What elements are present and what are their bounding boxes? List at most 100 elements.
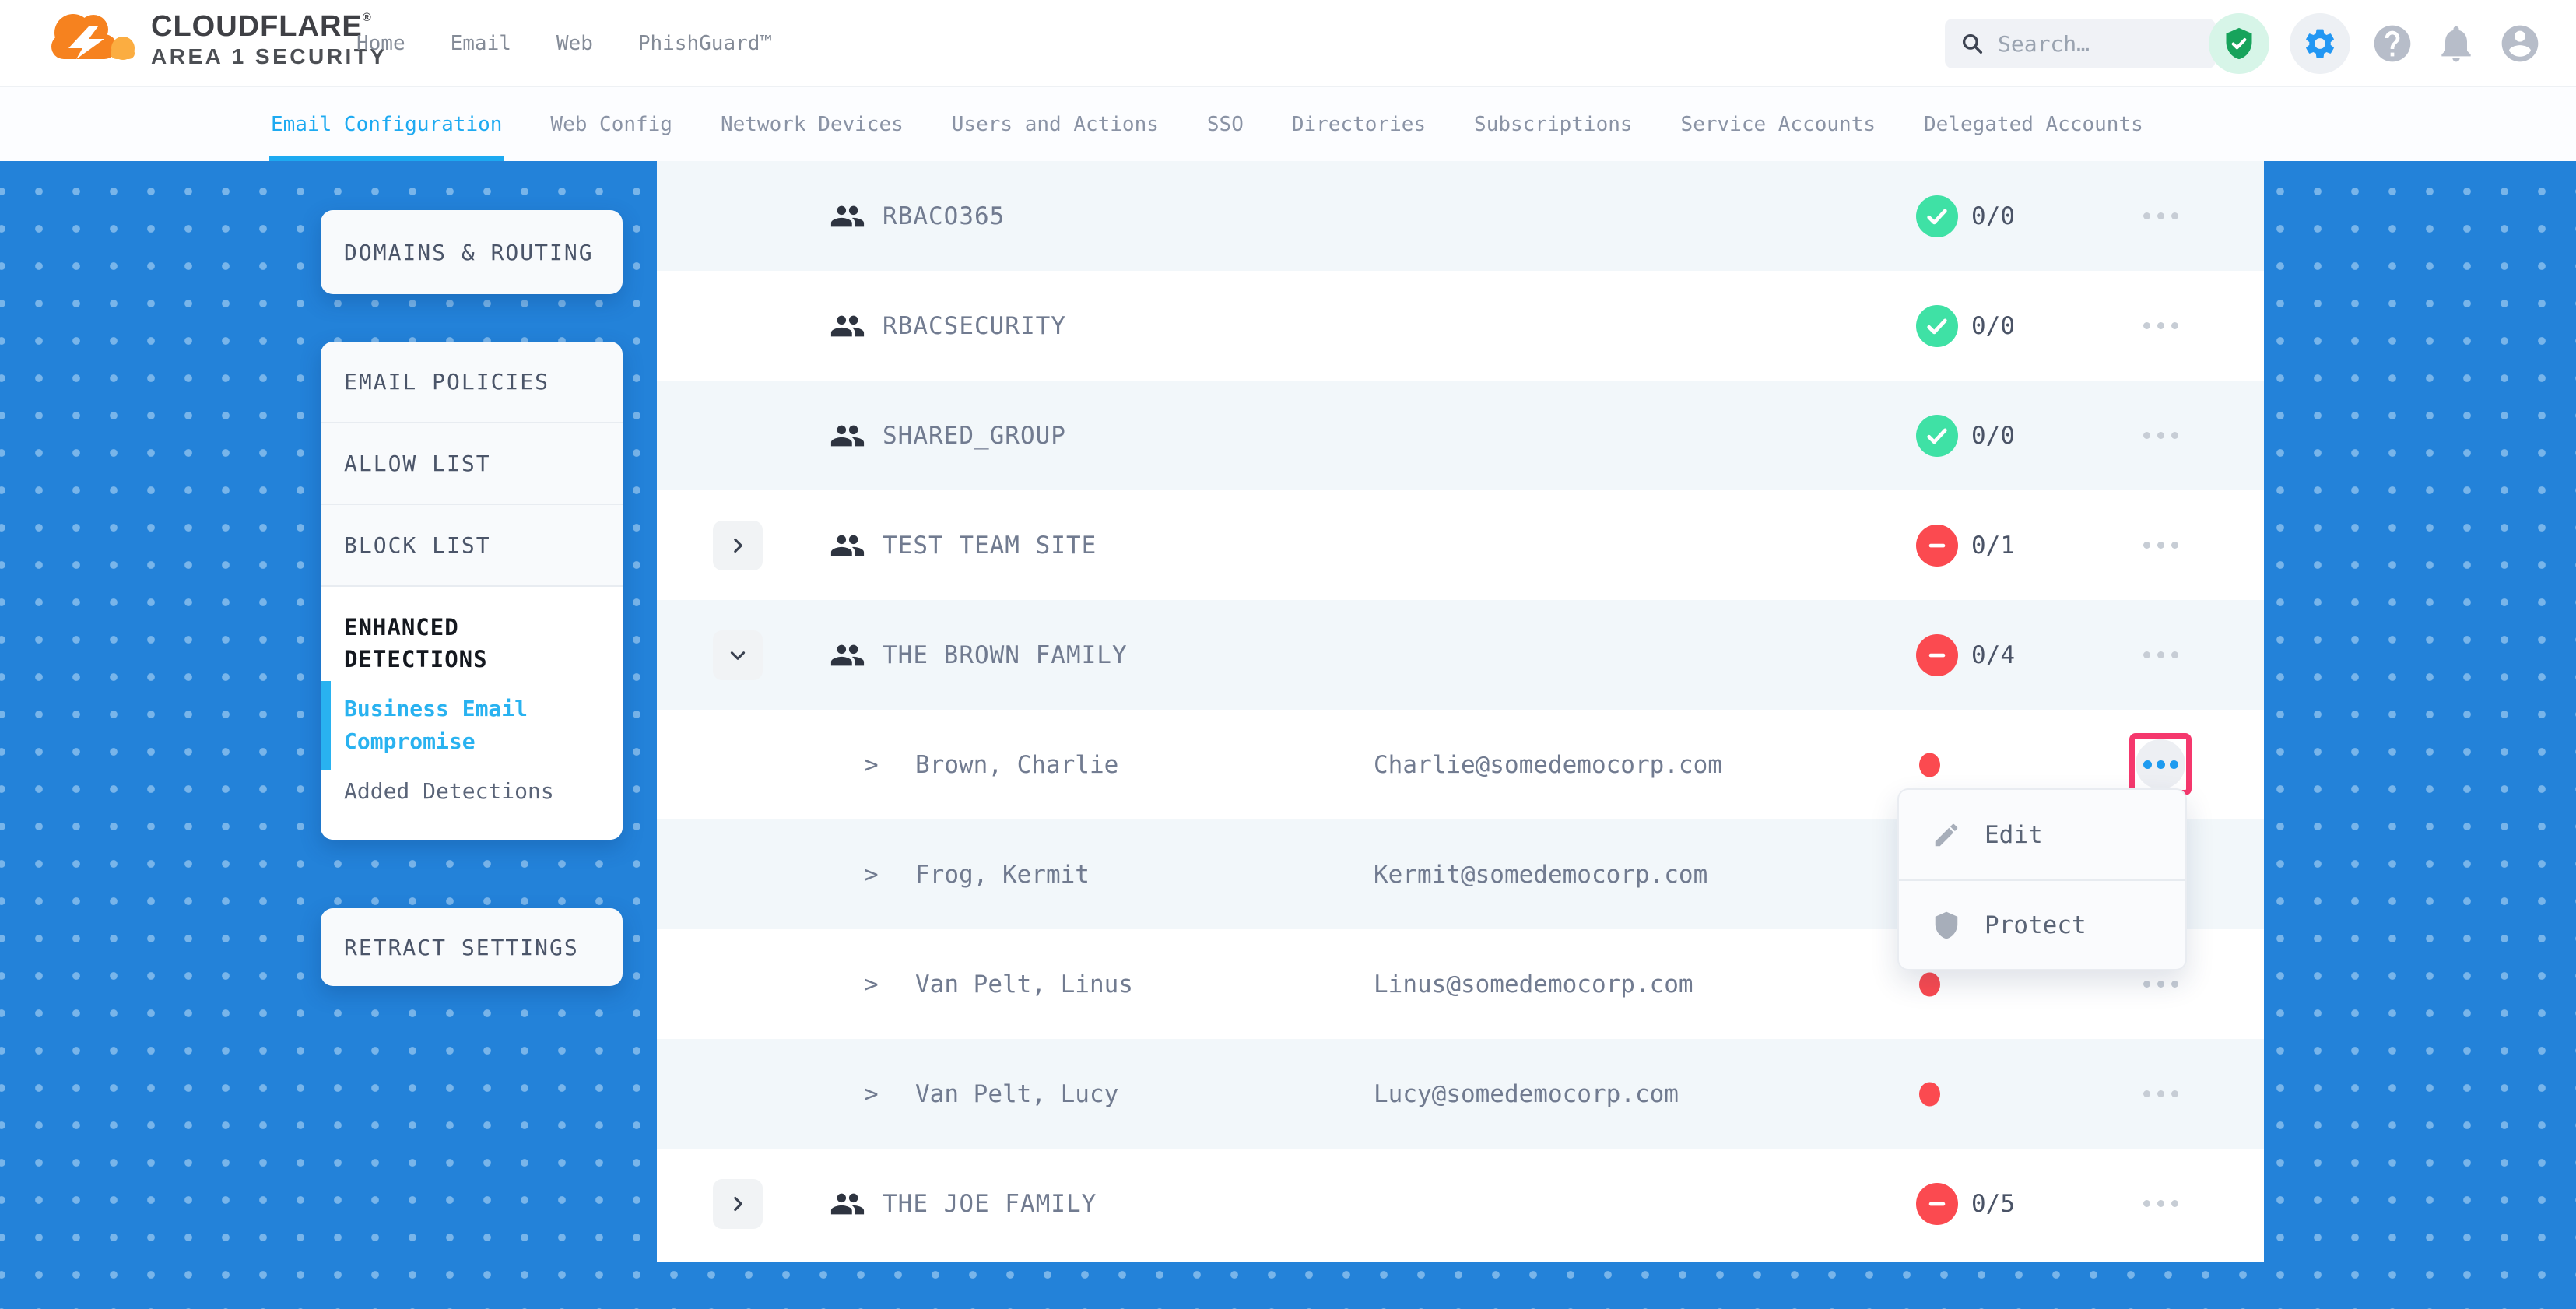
sidebar-item-block-list[interactable]: BLOCK LIST <box>321 505 623 587</box>
tab-directories[interactable]: Directories <box>1291 112 1427 136</box>
tab-sso[interactable]: SSO <box>1206 112 1244 136</box>
sidebar-link-added-detections[interactable]: Added Detections <box>344 778 554 805</box>
collapse-group-button[interactable] <box>713 630 763 680</box>
row-actions-button[interactable] <box>2132 188 2188 244</box>
member-name: Brown, Charlie <box>915 750 1119 779</box>
ellipsis-dot <box>2157 322 2164 329</box>
member-name: Van Pelt, Lucy <box>915 1079 1119 1108</box>
tab-users-and-actions[interactable]: Users and Actions <box>951 112 1159 136</box>
ellipsis-dot <box>2143 651 2150 658</box>
notifications-bell-icon[interactable] <box>2434 22 2478 65</box>
member-email: Lucy@somedemocorp.com <box>1374 1079 1679 1108</box>
group-name: SHARED_GROUP <box>883 421 1066 450</box>
tab-network-devices[interactable]: Network Devices <box>720 112 904 136</box>
row-actions-button[interactable] <box>2132 518 2188 574</box>
ellipsis-dot <box>2157 1200 2164 1207</box>
sidebar-item-enhanced-detections[interactable]: ENHANCED DETECTIONS <box>344 614 488 672</box>
ellipsis-dot <box>2143 1090 2150 1097</box>
sidebar-policies-card: EMAIL POLICIES ALLOW LIST BLOCK LIST ENHANC… <box>321 342 623 840</box>
group-icon <box>830 1186 865 1222</box>
ellipsis-dot <box>2171 981 2178 988</box>
group-icon <box>830 528 865 563</box>
protected-count: 0/0 <box>1971 311 2015 340</box>
top-nav-phishguard[interactable]: PhishGuard™ <box>637 32 773 55</box>
sidebar-item-retract-settings[interactable]: RETRACT SETTINGS <box>321 908 623 986</box>
row-actions-button[interactable] <box>2132 1066 2188 1122</box>
ellipsis-dot <box>2157 212 2164 219</box>
group-icon <box>830 198 865 234</box>
sidebar-link-business-email-compromise[interactable]: Business Email Compromise <box>321 681 623 770</box>
protected-count: 0/5 <box>1971 1189 2015 1218</box>
member-name: Van Pelt, Linus <box>915 970 1133 998</box>
row-actions-button[interactable] <box>2132 627 2188 683</box>
tab-delegated-accounts[interactable]: Delegated Accounts <box>1924 112 2143 136</box>
sidebar-item-email-policies[interactable]: EMAIL POLICIES <box>321 342 623 423</box>
ellipsis-dot <box>2171 322 2178 329</box>
ellipsis-dot <box>2143 760 2152 769</box>
ellipsis-dot <box>2143 212 2150 219</box>
user-avatar-icon[interactable] <box>2498 22 2542 65</box>
status-blocked-dot <box>1919 1082 1940 1106</box>
row-actions-button[interactable] <box>2132 956 2188 1012</box>
top-nav: Home Email Web PhishGuard™ <box>356 0 772 87</box>
row-actions-button-active[interactable] <box>2136 739 2185 789</box>
ellipsis-dot <box>2143 322 2150 329</box>
ellipsis-dot <box>2157 981 2164 988</box>
ellipsis-dot <box>2171 212 2178 219</box>
tab-email-configuration[interactable]: Email Configuration <box>268 87 504 161</box>
top-nav-home[interactable]: Home <box>356 32 405 55</box>
group-name: TEST TEAM SITE <box>883 531 1097 560</box>
ellipsis-dot <box>2156 760 2165 769</box>
menu-item-protect[interactable]: Protect <box>1899 879 2185 969</box>
status-ok-badge <box>1916 304 1958 347</box>
group-name: RBACO365 <box>883 202 1005 230</box>
tab-subscriptions[interactable]: Subscriptions <box>1474 112 1633 136</box>
top-nav-web[interactable]: Web <box>556 32 593 55</box>
member-chevron-icon: > <box>864 1079 879 1108</box>
ellipsis-dot <box>2157 542 2164 549</box>
expand-group-button[interactable] <box>713 520 763 570</box>
status-blocked-dot <box>1919 972 1940 996</box>
sidebar-item-allow-list[interactable]: ALLOW LIST <box>321 423 623 505</box>
member-chevron-icon: > <box>864 860 879 889</box>
group-name: THE BROWN FAMILY <box>883 640 1128 669</box>
status-blocked-badge <box>1916 1182 1958 1225</box>
group-name: RBACSECURITY <box>883 311 1066 340</box>
row-actions-button[interactable] <box>2132 1176 2188 1232</box>
ellipsis-dot <box>2171 542 2178 549</box>
row-actions-button[interactable] <box>2132 298 2188 354</box>
protected-count: 0/4 <box>1971 640 2015 669</box>
sidebar-item-domains-routing-label: DOMAINS & ROUTING <box>344 239 594 265</box>
member-email: Charlie@somedemocorp.com <box>1374 750 1722 779</box>
menu-item-label: Protect <box>1985 911 2086 939</box>
ellipsis-dot <box>2157 1090 2164 1097</box>
shield-icon <box>1932 911 1961 940</box>
group-name: THE JOE FAMILY <box>883 1189 1097 1218</box>
member-chevron-icon: > <box>864 970 879 998</box>
row-actions-button[interactable] <box>2132 408 2188 464</box>
status-blocked-badge <box>1916 633 1958 676</box>
ellipsis-dot <box>2171 1200 2178 1207</box>
help-icon[interactable] <box>2371 22 2414 65</box>
top-nav-email[interactable]: Email <box>450 32 511 55</box>
settings-gear-icon[interactable] <box>2290 13 2350 74</box>
tab-web-config[interactable]: Web Config <box>550 112 672 136</box>
status-ok-badge <box>1916 195 1958 237</box>
sidebar-item-domains-routing[interactable]: DOMAINS & ROUTING <box>321 210 623 294</box>
group-icon <box>830 308 865 344</box>
member-email: Linus@somedemocorp.com <box>1374 970 1693 998</box>
expand-group-button[interactable] <box>713 1178 763 1229</box>
group-row-shared-group: SHARED_GROUP 0/0 <box>657 381 2264 490</box>
tab-service-accounts[interactable]: Service Accounts <box>1680 112 1876 136</box>
highlight-annotation-box <box>2129 733 2192 795</box>
ellipsis-dot <box>2157 432 2164 439</box>
search-input[interactable]: Search… <box>1945 19 2216 68</box>
menu-item-edit[interactable]: Edit <box>1899 790 2185 879</box>
group-icon <box>830 637 865 673</box>
ellipsis-dot <box>2143 1200 2150 1207</box>
ellipsis-dot <box>2171 1090 2178 1097</box>
group-row-rbaco365: RBACO365 0/0 <box>657 161 2264 271</box>
cloudflare-logo: CLOUDFLARE® AREA 1 SECURITY <box>40 6 388 75</box>
shield-check-icon[interactable] <box>2209 13 2269 74</box>
ellipsis-dot <box>2143 981 2150 988</box>
